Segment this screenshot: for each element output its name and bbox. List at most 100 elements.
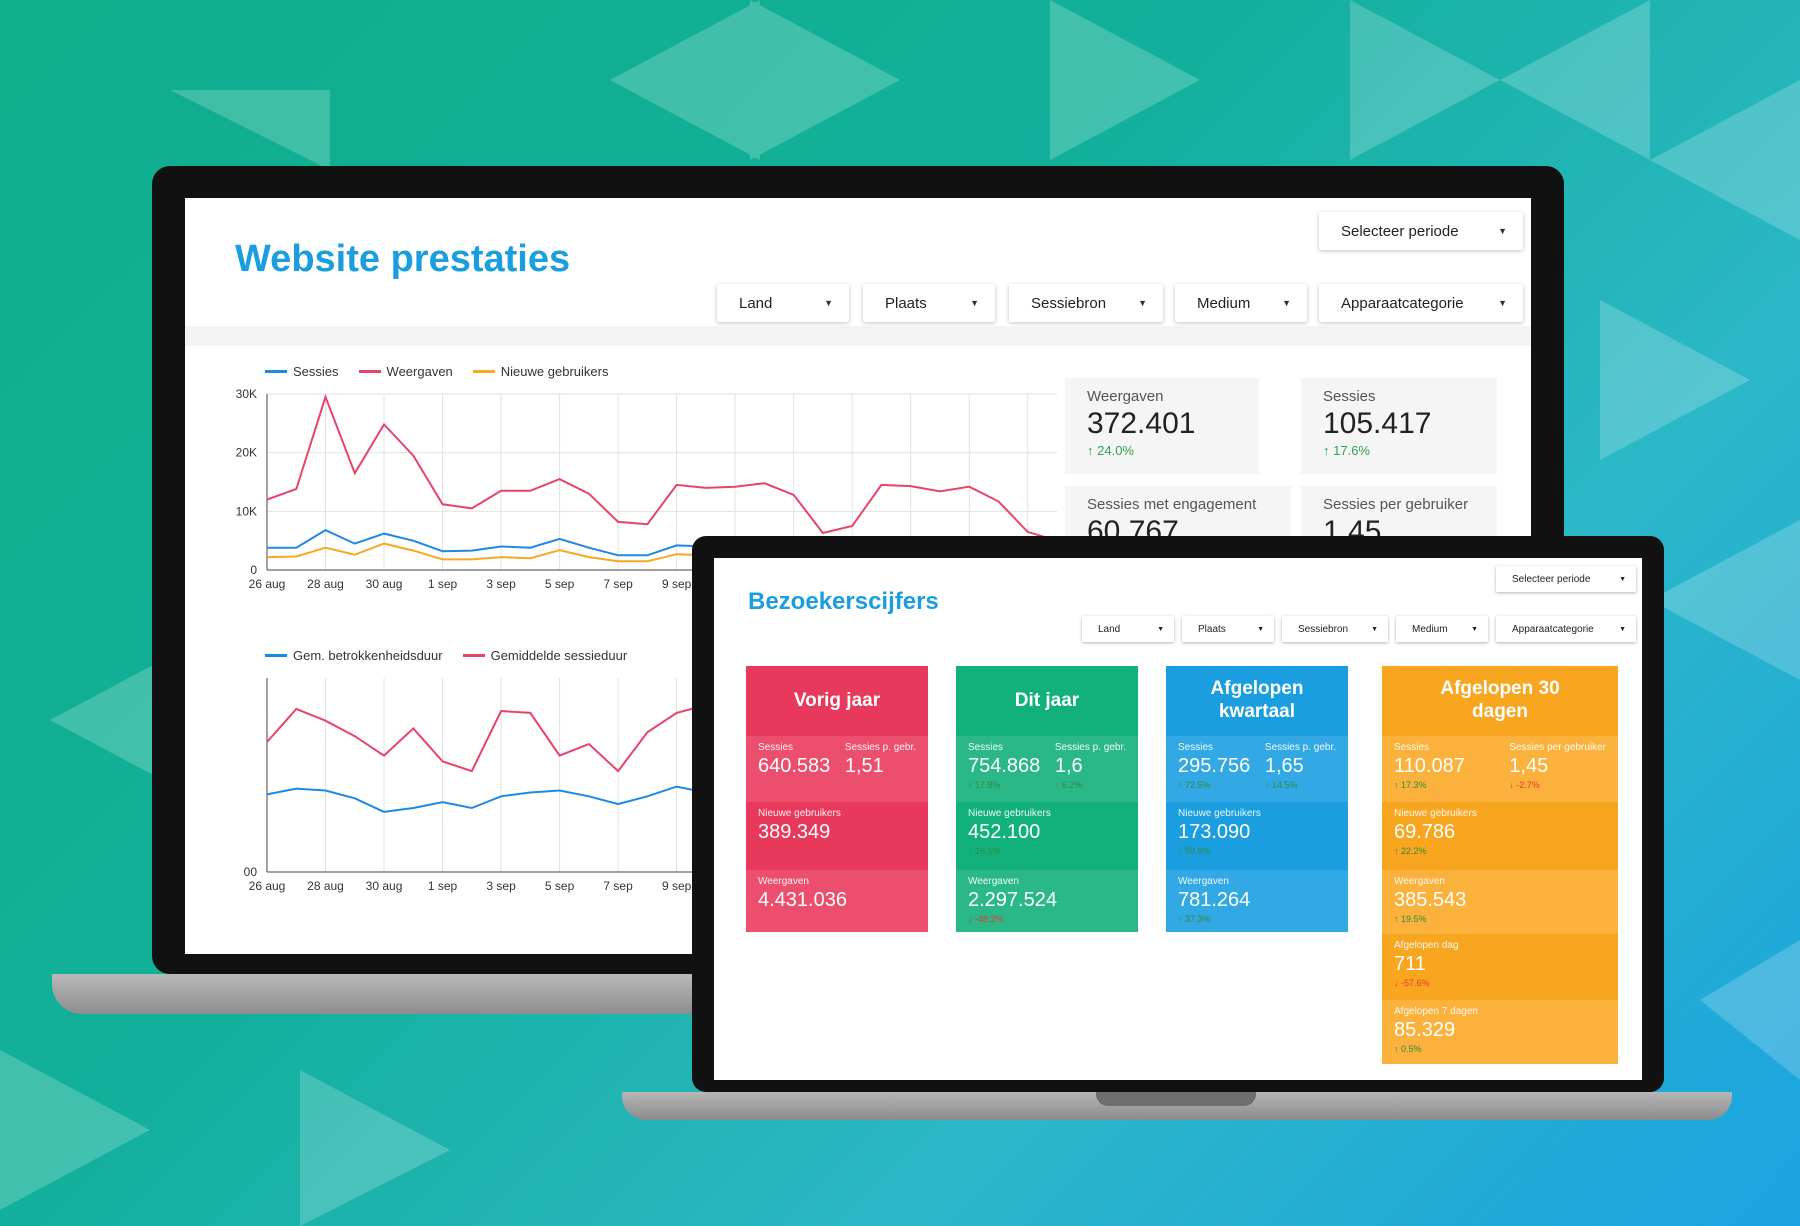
filter-plaats[interactable]: Plaats ▼	[863, 284, 995, 322]
card-row: Weergaven 385.543 ↑ 19.5%	[1382, 870, 1618, 934]
x-tick-label: 28 aug	[307, 577, 344, 591]
card-row: Sessies 640.583 Sessies p. gebr. 1,51	[746, 736, 928, 802]
y-tick-label: 10K	[236, 504, 257, 518]
metric-change-value: -57.6%	[1401, 978, 1430, 988]
x-tick-label: 7 sep	[603, 577, 633, 591]
caret-down-icon: ▼	[970, 298, 979, 308]
metric-value: 4.431.036	[758, 889, 847, 911]
y-tick-label: 00	[244, 865, 258, 879]
caret-down-icon: ▼	[824, 298, 833, 308]
series-line-2	[266, 704, 736, 773]
metric-value: 754.868	[968, 755, 1041, 777]
x-tick-label: 1 sep	[428, 879, 458, 893]
x-tick-label: 5 sep	[545, 879, 575, 893]
kpi-value: 372.401	[1087, 407, 1196, 440]
metric-label: Weergaven	[968, 876, 1019, 887]
metric-label: Sessies p. gebr.	[844, 742, 916, 753]
arrow-up-icon: ↑	[1323, 443, 1330, 458]
metric-value: 389.349	[758, 821, 831, 843]
filter-medium[interactable]: Medium ▼	[1175, 284, 1307, 322]
card-row: Sessies 295.756 ↑ 72.5% Sessies p. gebr. 1,…	[1166, 736, 1348, 802]
divider	[185, 326, 1531, 346]
metric-label: Nieuwe gebruikers	[968, 808, 1051, 819]
filter-land[interactable]: Land ▼	[717, 284, 849, 322]
metric-label: Sessies p. gebr.	[1264, 742, 1336, 753]
metric-change: ↑ 22.2%	[1394, 846, 1427, 856]
metric-change: ↑ 17.8%	[968, 780, 1001, 790]
metric-change-value: 22.2%	[1401, 846, 1427, 856]
kpi-change: ↑ 17.6%	[1323, 443, 1475, 458]
metric-change: ↑ 0.5%	[1394, 1044, 1422, 1054]
card-title: Vorig jaar	[793, 689, 881, 711]
filter-label: Apparaatcategorie	[1341, 294, 1464, 312]
metric-value: 69.786	[1394, 821, 1456, 843]
filter-label: Medium	[1412, 623, 1448, 635]
period-filter[interactable]: Selecteer periode ▼	[1319, 212, 1523, 250]
legend-swatch	[358, 370, 381, 373]
metric-change: ↑ 17.3%	[1394, 780, 1427, 790]
filter-plaats[interactable]: Plaats ▼	[1182, 616, 1274, 642]
card-row: Weergaven 4.431.036	[746, 870, 928, 932]
filter-apparaatcategorie[interactable]: Apparaatcategorie ▼	[1496, 616, 1636, 642]
period-filter[interactable]: Selecteer periode ▼	[1496, 566, 1636, 592]
metric-change-value: 72.5%	[1185, 780, 1211, 790]
kpi-weergaven: Weergaven 372.401 ↑ 24.0%	[1065, 378, 1259, 474]
metric-label: Nieuwe gebruikers	[1394, 808, 1477, 819]
metric-value: 1,65	[1264, 755, 1304, 777]
metric-label: Afgelopen dag	[1394, 940, 1459, 951]
x-tick-label: 5 sep	[545, 577, 575, 591]
metric-value: 1,45	[1509, 755, 1549, 777]
x-tick-label: 7 sep	[603, 879, 633, 893]
metric-value: 2.297.524	[968, 889, 1057, 911]
legend-item: Sessies	[265, 364, 339, 379]
metric-change: ↑ 50.6%	[1178, 846, 1211, 856]
filter-sessiebron[interactable]: Sessiebron ▼	[1009, 284, 1163, 322]
x-tick-label: 30 aug	[366, 879, 403, 893]
kpi-change: ↑ 24.0%	[1087, 443, 1237, 458]
metric-change: ↑ 14.5%	[1264, 780, 1298, 790]
metric-value: 711	[1394, 953, 1426, 975]
filter-medium[interactable]: Medium ▼	[1396, 616, 1488, 642]
metric-change: ↑ 6.2%	[1054, 780, 1083, 790]
x-tick-label: 3 sep	[486, 577, 516, 591]
card-row: Nieuwe gebruikers 173.090 ↑ 50.6%	[1166, 802, 1348, 870]
period-filter-label: Selecteer periode	[1341, 222, 1459, 240]
filter-label: Sessiebron	[1031, 294, 1107, 312]
metric-label: Weergaven	[1178, 876, 1229, 887]
card-title: Afgelopen 30 dagen	[1440, 678, 1560, 722]
x-tick-label: 3 sep	[486, 879, 516, 893]
metric-label: Weergaven	[758, 876, 809, 887]
card-row: Sessies 110.087 ↑ 17.3% Sessies per gebrui…	[1382, 736, 1618, 802]
period-filter-label: Selecteer periode	[1512, 573, 1591, 585]
filter-label: Land	[739, 294, 773, 312]
legend-item: Nieuwe gebruikers	[472, 364, 608, 379]
dashboard-small: Bezoekerscijfers Selecteer periode ▼ Lan…	[714, 558, 1642, 1080]
filter-apparaatcategorie[interactable]: Apparaatcategorie ▼	[1319, 284, 1523, 322]
y-tick-label: 20K	[236, 446, 257, 460]
arrow-up-icon: ↑	[1087, 443, 1094, 458]
filter-label: Sessiebron	[1298, 623, 1349, 635]
filter-label: Land	[1098, 623, 1121, 635]
metric-change-value: -2.7%	[1516, 780, 1540, 790]
legend-swatch	[462, 654, 485, 657]
metric-change: ↓ -2.7%	[1509, 780, 1540, 790]
kpi-label: Sessies met engagement	[1087, 496, 1257, 513]
chart-legend: Sessies Weergaven Nieuwe gebruikers	[265, 364, 608, 379]
metric-change: ↓ -57.6%	[1394, 978, 1430, 988]
legend-item: Gem. betrokkenheidsduur	[265, 648, 443, 663]
x-tick-label: 28 aug	[307, 879, 344, 893]
metric-change-value: 6.2%	[1061, 780, 1083, 790]
metric-value: 110.087	[1394, 755, 1465, 777]
caret-down-icon: ▼	[1157, 625, 1164, 633]
filter-label: Apparaatcategorie	[1512, 623, 1594, 635]
card-title: Afgelopen kwartaal	[1210, 678, 1304, 722]
filter-sessiebron[interactable]: Sessiebron ▼	[1282, 616, 1388, 642]
x-tick-label: 1 sep	[428, 577, 458, 591]
metric-value: 781.264	[1178, 889, 1251, 911]
metric-label: Sessies	[1394, 742, 1430, 753]
filter-land[interactable]: Land ▼	[1082, 616, 1174, 642]
caret-down-icon: ▼	[1282, 298, 1291, 308]
metric-change-value: 0.5%	[1401, 1044, 1422, 1054]
metric-label: Sessies	[968, 742, 1004, 753]
kpi-sessies: Sessies 105.417 ↑ 17.6%	[1301, 378, 1497, 474]
